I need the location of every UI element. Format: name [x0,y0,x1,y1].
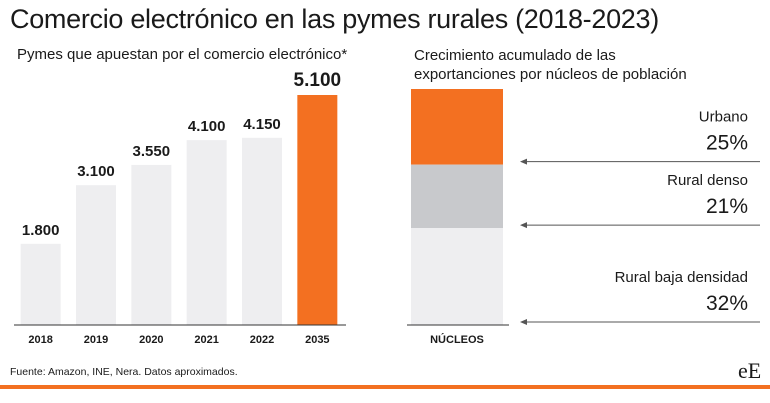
x-tick-2019: 2019 [84,334,108,346]
segment-name-3: Rural baja densidad [615,269,748,286]
bar-2021 [186,140,227,325]
page-title: Comercio electrónico en las pymes rurale… [10,4,659,34]
bar-2019 [76,185,116,325]
bar-2020 [131,164,172,325]
bar-2018 [20,243,61,325]
bar-value-label-2035: 5.100 [294,70,342,91]
segment-2 [411,164,503,229]
x-tick-nucleos: NÚCLEOS [430,333,484,346]
segment-name-2: Rural denso [667,172,748,189]
segment-name-1: Urbano [699,109,748,126]
segment-1 [411,89,503,165]
bar-chart: 1.800 2018 3.100 2019 3.550 2020 4.100 2021 4.15… [14,70,346,346]
segment-value-3: 32% [706,292,748,315]
bar-chart-title: Pymes que apuestan por el comercio elect… [17,46,348,63]
segment-value-2: 21% [706,195,748,218]
stacked-chart-title: Crecimiento acumulado de las exportancio… [414,47,687,83]
bottom-accent-rule [0,385,770,389]
bar-2022 [242,137,282,325]
arrow-head-1 [520,158,527,165]
segment-value-1: 25% [706,132,748,155]
stacked-bar-chart: NÚCLEOS Urbano 25% Rural denso 21% Rural baja… [407,89,760,346]
publisher-logo: eE [738,358,762,383]
bar-value-label-2022: 4.150 [243,116,281,133]
bar-value-label-2020: 3.550 [133,143,171,160]
x-tick-2035: 2035 [305,334,329,346]
x-tick-2022: 2022 [250,334,274,346]
bar-2035 [297,95,338,325]
arrow-head-3 [520,319,527,325]
x-tick-2020: 2020 [139,334,163,346]
bar-value-label-2018: 1.800 [22,222,60,239]
x-tick-2018: 2018 [28,334,52,346]
bar-value-label-2021: 4.100 [188,118,226,135]
arrow-head-2 [520,222,527,229]
source-note: Fuente: Amazon, INE, Nera. Datos aproxim… [10,366,238,378]
bar-value-label-2019: 3.100 [77,163,115,180]
x-tick-2021: 2021 [194,334,218,346]
segment-3 [411,228,503,325]
